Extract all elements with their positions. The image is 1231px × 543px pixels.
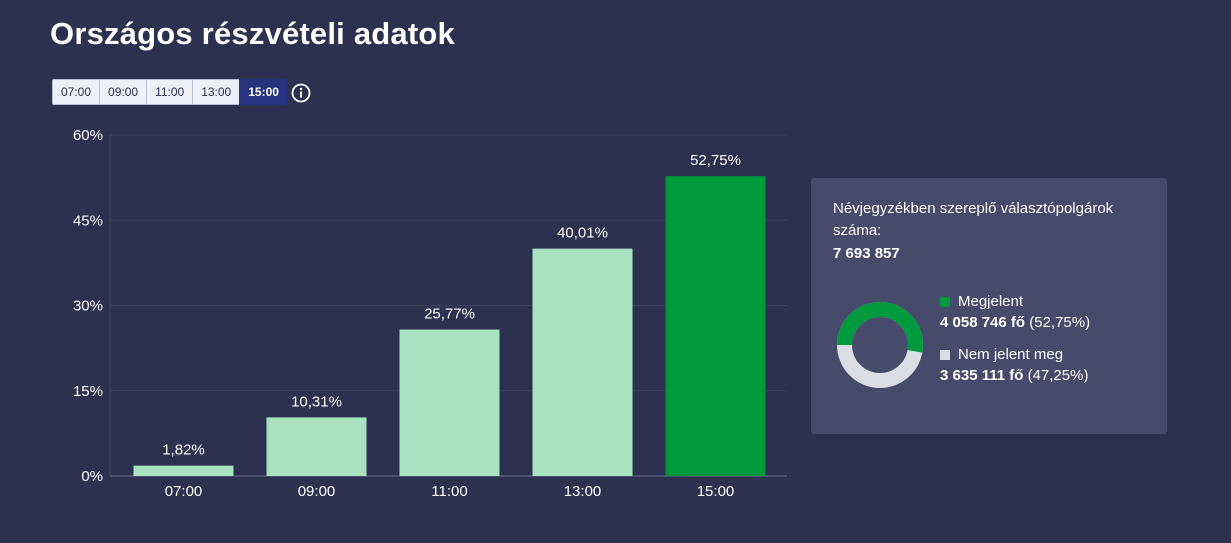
time-button-1500[interactable]: 15:00 [239, 79, 287, 105]
present-percent: (52,75%) [1029, 314, 1091, 331]
donut-present-segment [837, 302, 923, 388]
x-tick-label: 15:00 [697, 483, 735, 500]
bar-1300 [532, 248, 633, 476]
turnout-bar-chart: 0% 15% 30% 45% 60% 1,82% 07:00 10,31% 09:00 25,77… [73, 127, 787, 500]
y-tick-label: 60% [73, 127, 103, 144]
time-button-1300[interactable]: 13:00 [192, 79, 240, 105]
bar-0700 [133, 465, 234, 476]
registered-voters-label: Névjegyzékben szereplő választópolgárok … [833, 200, 1114, 239]
legend-absent: Nem jelent meg 3 635 111 fő (47,25%) [940, 345, 1090, 387]
turnout-donut-chart [837, 302, 923, 388]
absent-swatch [940, 350, 950, 360]
y-tick-label: 15% [73, 383, 103, 400]
bar-1100 [399, 329, 500, 476]
y-tick-label: 30% [73, 298, 103, 315]
bar-1500 [665, 176, 766, 476]
donut-legend: Megjelent 4 058 746 fő (52,75%) Nem jele… [940, 292, 1090, 398]
voter-summary-panel: Névjegyzékben szereplő választópolgárok … [811, 178, 1167, 434]
time-button-1100[interactable]: 11:00 [146, 79, 193, 105]
bar-value-label: 52,75% [690, 152, 741, 169]
bar-value-label: 1,82% [162, 442, 205, 459]
legend-present: Megjelent 4 058 746 fő (52,75%) [940, 292, 1090, 334]
present-swatch [940, 297, 950, 307]
time-button-0700[interactable]: 07:00 [52, 79, 100, 105]
info-icon[interactable] [291, 83, 311, 103]
present-count: 4 058 746 fő [940, 314, 1026, 331]
absent-percent: (47,25%) [1027, 367, 1089, 384]
bar-0900 [266, 417, 367, 476]
bar-value-label: 40,01% [557, 225, 608, 242]
x-tick-label: 09:00 [298, 483, 336, 500]
x-tick-label: 11:00 [431, 483, 467, 500]
x-tick-label: 07:00 [165, 483, 203, 500]
page-title: Országos részvételi adatok [50, 16, 455, 51]
y-tick-label: 45% [73, 212, 103, 229]
present-label: Megjelent [958, 293, 1024, 310]
registered-voters-total: 7 693 857 [833, 245, 900, 262]
absent-count: 3 635 111 fő [940, 367, 1024, 384]
absent-label: Nem jelent meg [958, 346, 1064, 363]
bar-value-label: 10,31% [291, 393, 342, 410]
x-tick-label: 13:00 [564, 483, 602, 500]
time-button-0900[interactable]: 09:00 [99, 79, 147, 105]
bar-value-label: 25,77% [424, 306, 475, 323]
y-tick-label: 0% [81, 468, 103, 485]
time-selector: 07:00 09:00 11:00 13:00 15:00 [52, 79, 287, 105]
